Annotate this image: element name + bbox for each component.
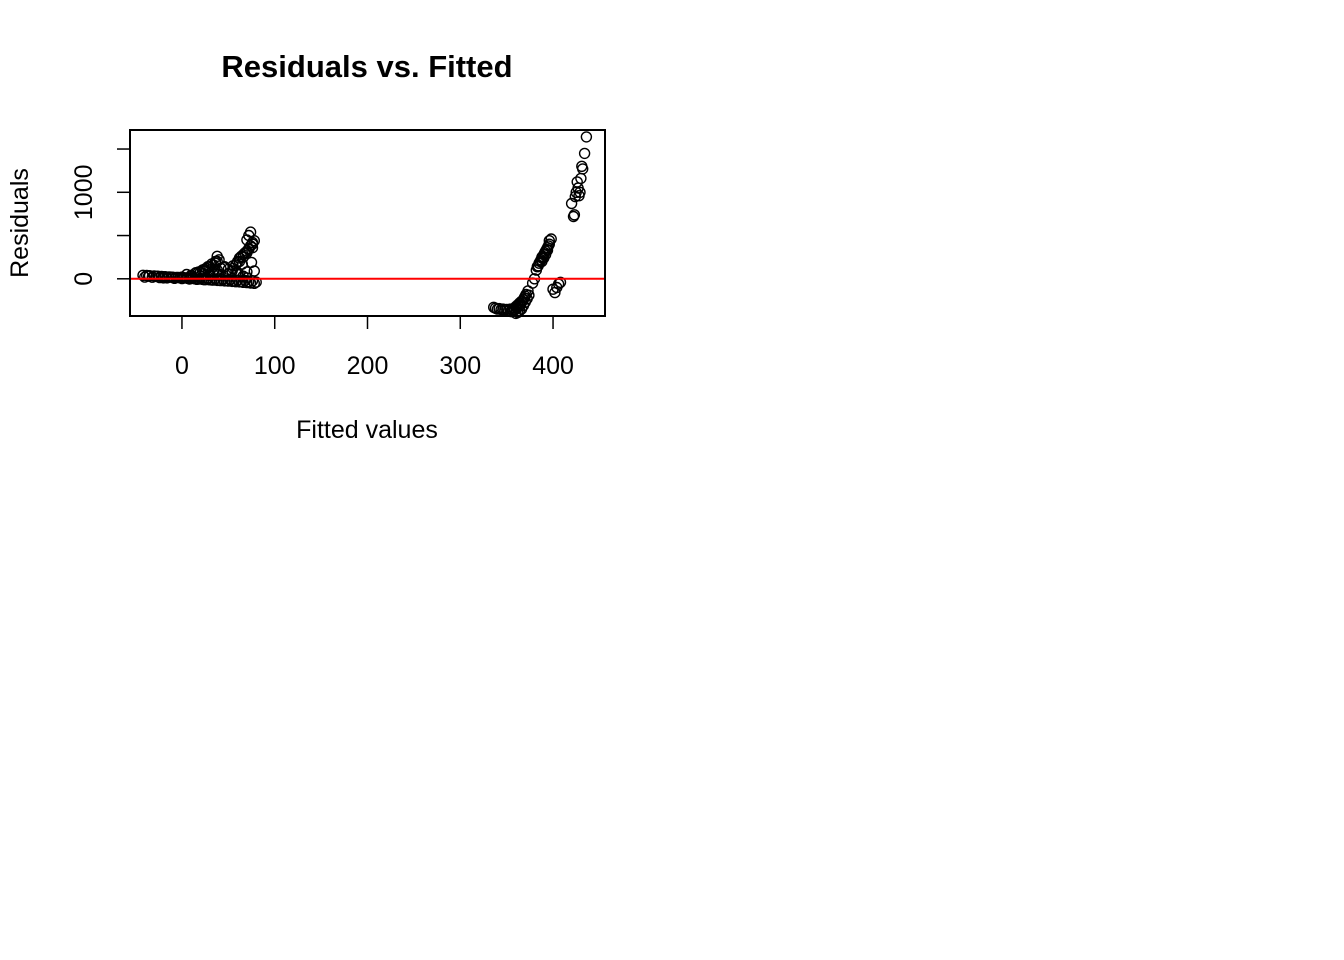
y-tick-label: 0	[70, 272, 98, 286]
data-point	[244, 226, 257, 238]
x-axis: 0 100 200 300 400	[175, 315, 574, 380]
x-tick-label: 0	[175, 352, 189, 380]
data-point	[142, 270, 155, 282]
data-point	[543, 234, 555, 247]
data-point	[545, 233, 557, 245]
data-point	[511, 302, 523, 314]
data-point	[523, 289, 535, 301]
data-point	[578, 147, 591, 160]
y-axis-label: Residuals	[6, 168, 34, 278]
x-axis-label: Fitted values	[296, 416, 438, 444]
data-point	[577, 163, 589, 175]
x-tick-label: 200	[347, 352, 389, 380]
plot-area	[130, 131, 605, 320]
data-point	[571, 176, 583, 188]
y-tick-label: 1000	[70, 164, 98, 220]
data-point	[565, 197, 578, 210]
data-point	[211, 250, 223, 262]
data-point	[580, 131, 593, 143]
data-point	[209, 255, 222, 268]
data-point	[574, 186, 586, 199]
chart-title: Residuals vs. Fitted	[221, 49, 512, 84]
data-point	[246, 241, 259, 254]
data-point	[568, 209, 581, 221]
y-axis: 0 1000	[70, 148, 131, 286]
x-tick-label: 300	[439, 352, 481, 380]
data-point	[246, 236, 259, 249]
data-point	[554, 276, 567, 288]
data-point	[150, 270, 162, 283]
x-tick-label: 400	[532, 352, 574, 380]
data-point	[245, 256, 258, 269]
data-point	[512, 306, 524, 319]
x-tick-label: 100	[254, 352, 296, 380]
